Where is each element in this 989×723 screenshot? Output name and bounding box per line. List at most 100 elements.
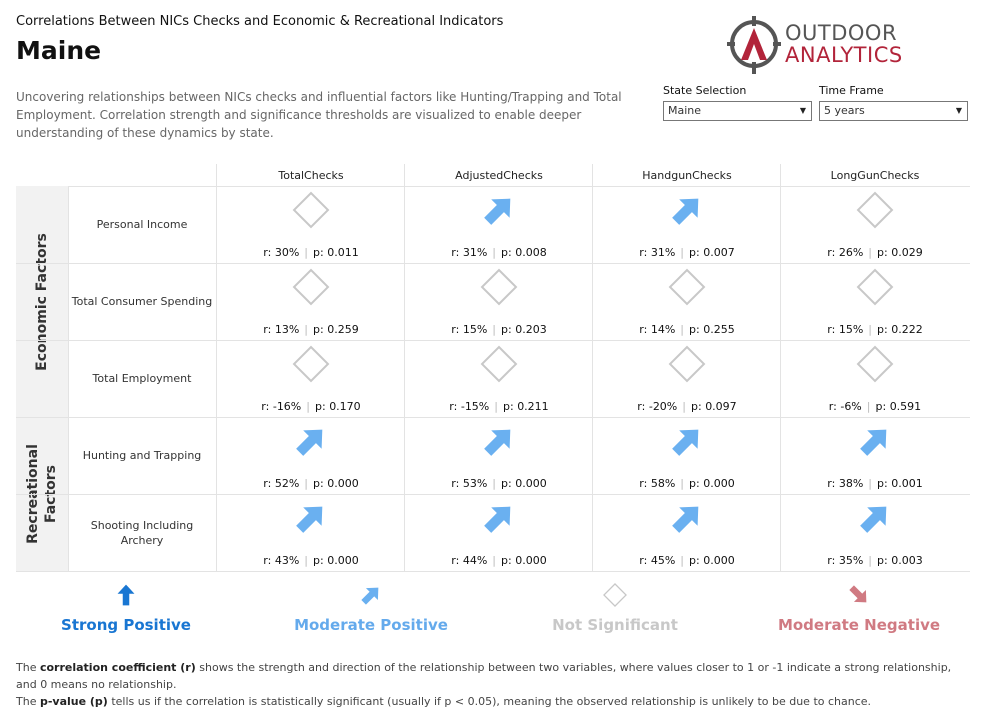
r-value: 30% (274, 246, 300, 259)
p-value: 0.000 (515, 554, 547, 567)
separator: | (866, 400, 871, 413)
correlation-cell[interactable]: r: 30% | p: 0.011 (216, 186, 405, 263)
p-prefix: p: (313, 554, 324, 567)
r-value: 15% (462, 323, 488, 336)
separator: | (492, 246, 496, 259)
correlation-cell[interactable]: r: 52% | p: 0.000 (216, 417, 405, 494)
cell-stats: r: 26% | p: 0.029 (781, 246, 969, 259)
cell-stats: r: 13% | p: 0.259 (217, 323, 405, 336)
correlation-cell[interactable]: r: 58% | p: 0.000 (592, 417, 781, 494)
separator: | (680, 554, 684, 567)
dashboard-subtitle: Correlations Between NICs Checks and Eco… (16, 14, 504, 29)
correlation-cell[interactable]: r: -15% | p: 0.211 (404, 340, 593, 417)
correlation-cell[interactable]: r: 15% | p: 0.222 (780, 263, 969, 340)
r-prefix: r: (263, 323, 272, 336)
column-header-adjustedchecks: AdjustedChecks (404, 164, 593, 186)
r-value: 15% (838, 323, 864, 336)
r-value: 53% (462, 477, 488, 490)
correlation-cell[interactable]: r: -6% | p: 0.591 (780, 340, 969, 417)
correlation-cell[interactable]: r: 35% | p: 0.003 (780, 494, 969, 571)
r-value: -15% (460, 400, 490, 413)
time-frame-value: 5 years (824, 104, 865, 117)
cell-stats: r: -20% | p: 0.097 (593, 400, 781, 413)
legend-label: Moderate Negative (777, 616, 941, 634)
time-frame-dropdown[interactable]: 5 years ▼ (819, 101, 968, 121)
dashboard-description: Uncovering relationships between NICs ch… (16, 90, 622, 140)
r-prefix: r: (637, 400, 646, 413)
crosshair-logo-icon (727, 16, 781, 74)
time-frame-label: Time Frame (819, 84, 884, 97)
r-value: -16% (272, 400, 302, 413)
separator: | (306, 400, 310, 413)
correlation-cell[interactable]: r: 26% | p: 0.029 (780, 186, 969, 263)
legend-label: Moderate Positive (294, 616, 448, 634)
p-prefix: p: (501, 477, 512, 490)
correlation-cell[interactable]: r: 13% | p: 0.259 (216, 263, 405, 340)
correlation-cell[interactable]: r: 45% | p: 0.000 (592, 494, 781, 571)
cell-stats: r: 58% | p: 0.000 (593, 477, 781, 490)
correlation-cell[interactable]: r: 43% | p: 0.000 (216, 494, 405, 571)
cell-stats: r: -15% | p: 0.211 (405, 400, 593, 413)
legend-item-moderate-negative: Moderate Negative (759, 580, 959, 634)
not-significant-icon (855, 190, 895, 230)
r-prefix: r: (451, 246, 460, 259)
cell-stats: r: -6% | p: 0.591 (781, 400, 969, 413)
p-prefix: p: (689, 477, 700, 490)
moderate-positive-icon (667, 190, 707, 230)
not-significant-icon (667, 344, 707, 384)
separator: | (492, 554, 496, 567)
separator: | (494, 400, 498, 413)
correlation-matrix: TotalChecks AdjustedChecks HandgunChecks Lo… (16, 164, 970, 572)
moderate-positive-icon (855, 421, 895, 461)
r-prefix: r: (827, 323, 836, 336)
p-prefix: p: (313, 323, 324, 336)
moderate-positive-icon (271, 580, 471, 610)
correlation-cell[interactable]: r: -20% | p: 0.097 (592, 340, 781, 417)
correlation-cell[interactable]: r: 38% | p: 0.001 (780, 417, 969, 494)
r-value: 58% (650, 477, 676, 490)
cell-stats: r: 45% | p: 0.000 (593, 554, 781, 567)
moderate-positive-icon (855, 498, 895, 538)
p-prefix: p: (877, 246, 888, 259)
r-prefix: r: (261, 400, 270, 413)
cell-stats: r: 44% | p: 0.000 (405, 554, 593, 567)
moderate-positive-icon (479, 498, 519, 538)
logo-text-outdoor: OUTDOOR (785, 21, 898, 45)
legend-label: Not Significant (552, 616, 678, 634)
column-header-longgunchecks: LongGunChecks (780, 164, 969, 186)
r-value: 31% (462, 246, 488, 259)
p-value: 0.211 (517, 400, 549, 413)
correlation-cell[interactable]: r: 31% | p: 0.008 (404, 186, 593, 263)
cell-stats: r: 52% | p: 0.000 (217, 477, 405, 490)
legend-item-moderate-positive: Moderate Positive (271, 580, 471, 634)
cell-stats: r: 15% | p: 0.222 (781, 323, 969, 336)
group-economic-factors: Economic Factors (16, 186, 69, 417)
correlation-cell[interactable]: r: 53% | p: 0.000 (404, 417, 593, 494)
p-value: 0.000 (703, 554, 735, 567)
cell-stats: r: -16% | p: 0.170 (217, 400, 405, 413)
p-value: 0.000 (327, 477, 359, 490)
correlation-cell[interactable]: r: 15% | p: 0.203 (404, 263, 593, 340)
p-value: 0.000 (327, 554, 359, 567)
r-value: 31% (650, 246, 676, 259)
separator: | (680, 477, 684, 490)
row-label: Hunting and Trapping (82, 449, 202, 462)
r-value: 38% (838, 477, 864, 490)
separator: | (868, 554, 872, 567)
p-prefix: p: (313, 477, 324, 490)
correlation-cell[interactable]: r: -16% | p: 0.170 (216, 340, 405, 417)
separator: | (492, 323, 496, 336)
separator: | (304, 477, 308, 490)
r-value: 43% (274, 554, 300, 567)
row-divider (16, 494, 970, 495)
correlation-cell[interactable]: r: 31% | p: 0.007 (592, 186, 781, 263)
moderate-positive-icon (479, 190, 519, 230)
moderate-positive-icon (667, 498, 707, 538)
r-value: 26% (838, 246, 864, 259)
state-selection-dropdown[interactable]: Maine ▼ (663, 101, 812, 121)
correlation-cell[interactable]: r: 14% | p: 0.255 (592, 263, 781, 340)
separator: | (868, 477, 872, 490)
column-header-handgunchecks: HandgunChecks (592, 164, 781, 186)
correlation-cell[interactable]: r: 44% | p: 0.000 (404, 494, 593, 571)
cell-stats: r: 35% | p: 0.003 (781, 554, 969, 567)
